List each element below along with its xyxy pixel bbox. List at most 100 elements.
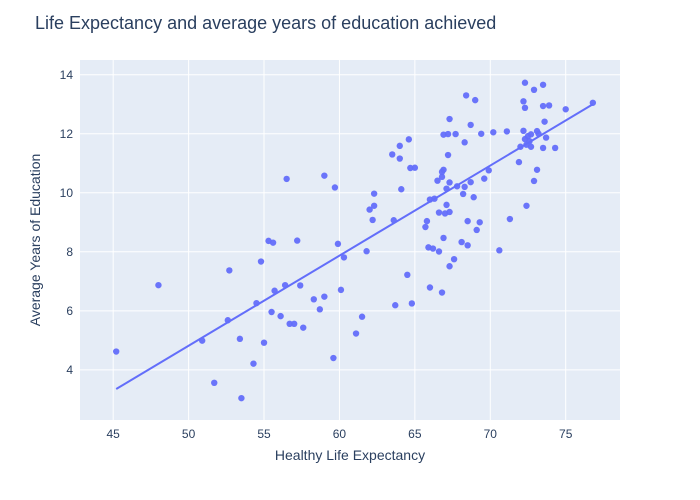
data-point — [321, 172, 328, 179]
data-point — [440, 234, 447, 242]
data-point — [434, 177, 441, 184]
data-point — [527, 143, 535, 150]
data-point — [398, 186, 405, 193]
data-point — [453, 183, 461, 190]
data-point — [155, 281, 162, 289]
data-point — [521, 79, 529, 86]
data-point — [422, 223, 429, 231]
data-point — [503, 128, 511, 135]
data-points — [113, 79, 597, 402]
data-point — [446, 208, 453, 216]
data-point — [551, 144, 559, 152]
data-point — [535, 130, 542, 137]
data-point — [321, 293, 328, 300]
data-point — [286, 320, 293, 328]
data-point — [444, 130, 452, 138]
x-tick-label: 55 — [257, 427, 271, 441]
data-point — [334, 240, 342, 248]
data-point — [366, 206, 373, 213]
data-point — [539, 102, 547, 110]
data-point — [520, 98, 527, 105]
data-point — [411, 164, 419, 171]
data-point — [523, 202, 530, 209]
x-tick-label: 50 — [182, 427, 196, 441]
trendline-layer — [115, 103, 594, 390]
y-tick-label: 8 — [66, 245, 73, 259]
data-point — [352, 330, 360, 337]
x-tick-label: 70 — [484, 427, 498, 441]
data-point — [310, 296, 317, 303]
data-point — [297, 282, 304, 289]
data-point — [485, 167, 492, 174]
data-point — [446, 115, 453, 123]
data-point — [396, 155, 403, 162]
data-point — [257, 258, 265, 265]
data-point — [389, 151, 396, 158]
data-point — [464, 217, 471, 225]
data-point — [358, 313, 366, 320]
data-point — [277, 312, 284, 320]
data-point — [300, 324, 307, 331]
data-point — [446, 263, 453, 270]
data-point — [269, 239, 277, 246]
data-point — [490, 129, 497, 136]
data-point — [476, 219, 483, 226]
data-point — [198, 337, 206, 344]
data-point — [396, 142, 403, 150]
data-point — [224, 317, 232, 324]
data-point — [370, 190, 378, 197]
data-point — [253, 299, 260, 307]
data-point — [236, 335, 244, 343]
data-point — [545, 102, 553, 109]
y-tick-label: 4 — [66, 363, 73, 377]
data-point — [461, 139, 468, 146]
data-point — [405, 136, 413, 143]
data-point — [443, 185, 450, 192]
data-point — [426, 284, 434, 291]
data-point — [459, 190, 467, 198]
data-point — [390, 217, 397, 224]
data-point — [438, 289, 446, 296]
data-point — [268, 308, 275, 316]
data-point — [423, 217, 431, 225]
data-point — [541, 118, 548, 125]
data-point — [530, 177, 538, 185]
data-point — [533, 166, 541, 173]
x-tick-label: 45 — [107, 427, 121, 441]
data-point — [331, 184, 339, 191]
data-point — [526, 137, 533, 145]
data-point — [467, 178, 474, 186]
data-point — [478, 130, 485, 137]
data-point — [407, 164, 414, 172]
data-point — [462, 92, 470, 99]
y-tick-label: 14 — [60, 68, 74, 82]
data-point — [260, 339, 268, 346]
data-point — [530, 86, 538, 94]
data-point — [294, 237, 301, 244]
data-point — [458, 238, 465, 246]
data-point — [431, 195, 438, 202]
data-point — [562, 106, 569, 113]
data-point — [496, 247, 503, 254]
data-point — [283, 175, 290, 183]
data-point — [517, 143, 524, 150]
data-point — [435, 209, 443, 216]
data-point — [527, 131, 535, 138]
data-point — [281, 281, 289, 289]
data-point — [340, 254, 348, 261]
data-point — [435, 248, 443, 255]
y-tick-label: 10 — [60, 186, 74, 200]
data-point — [271, 287, 278, 294]
data-point — [408, 300, 416, 307]
data-point — [392, 302, 399, 309]
data-point — [238, 394, 245, 402]
data-point — [363, 248, 370, 255]
data-point — [444, 151, 452, 159]
data-point — [250, 360, 257, 367]
data-point — [452, 130, 459, 138]
data-point — [446, 179, 453, 186]
data-point — [461, 183, 468, 191]
data-point — [521, 104, 529, 112]
